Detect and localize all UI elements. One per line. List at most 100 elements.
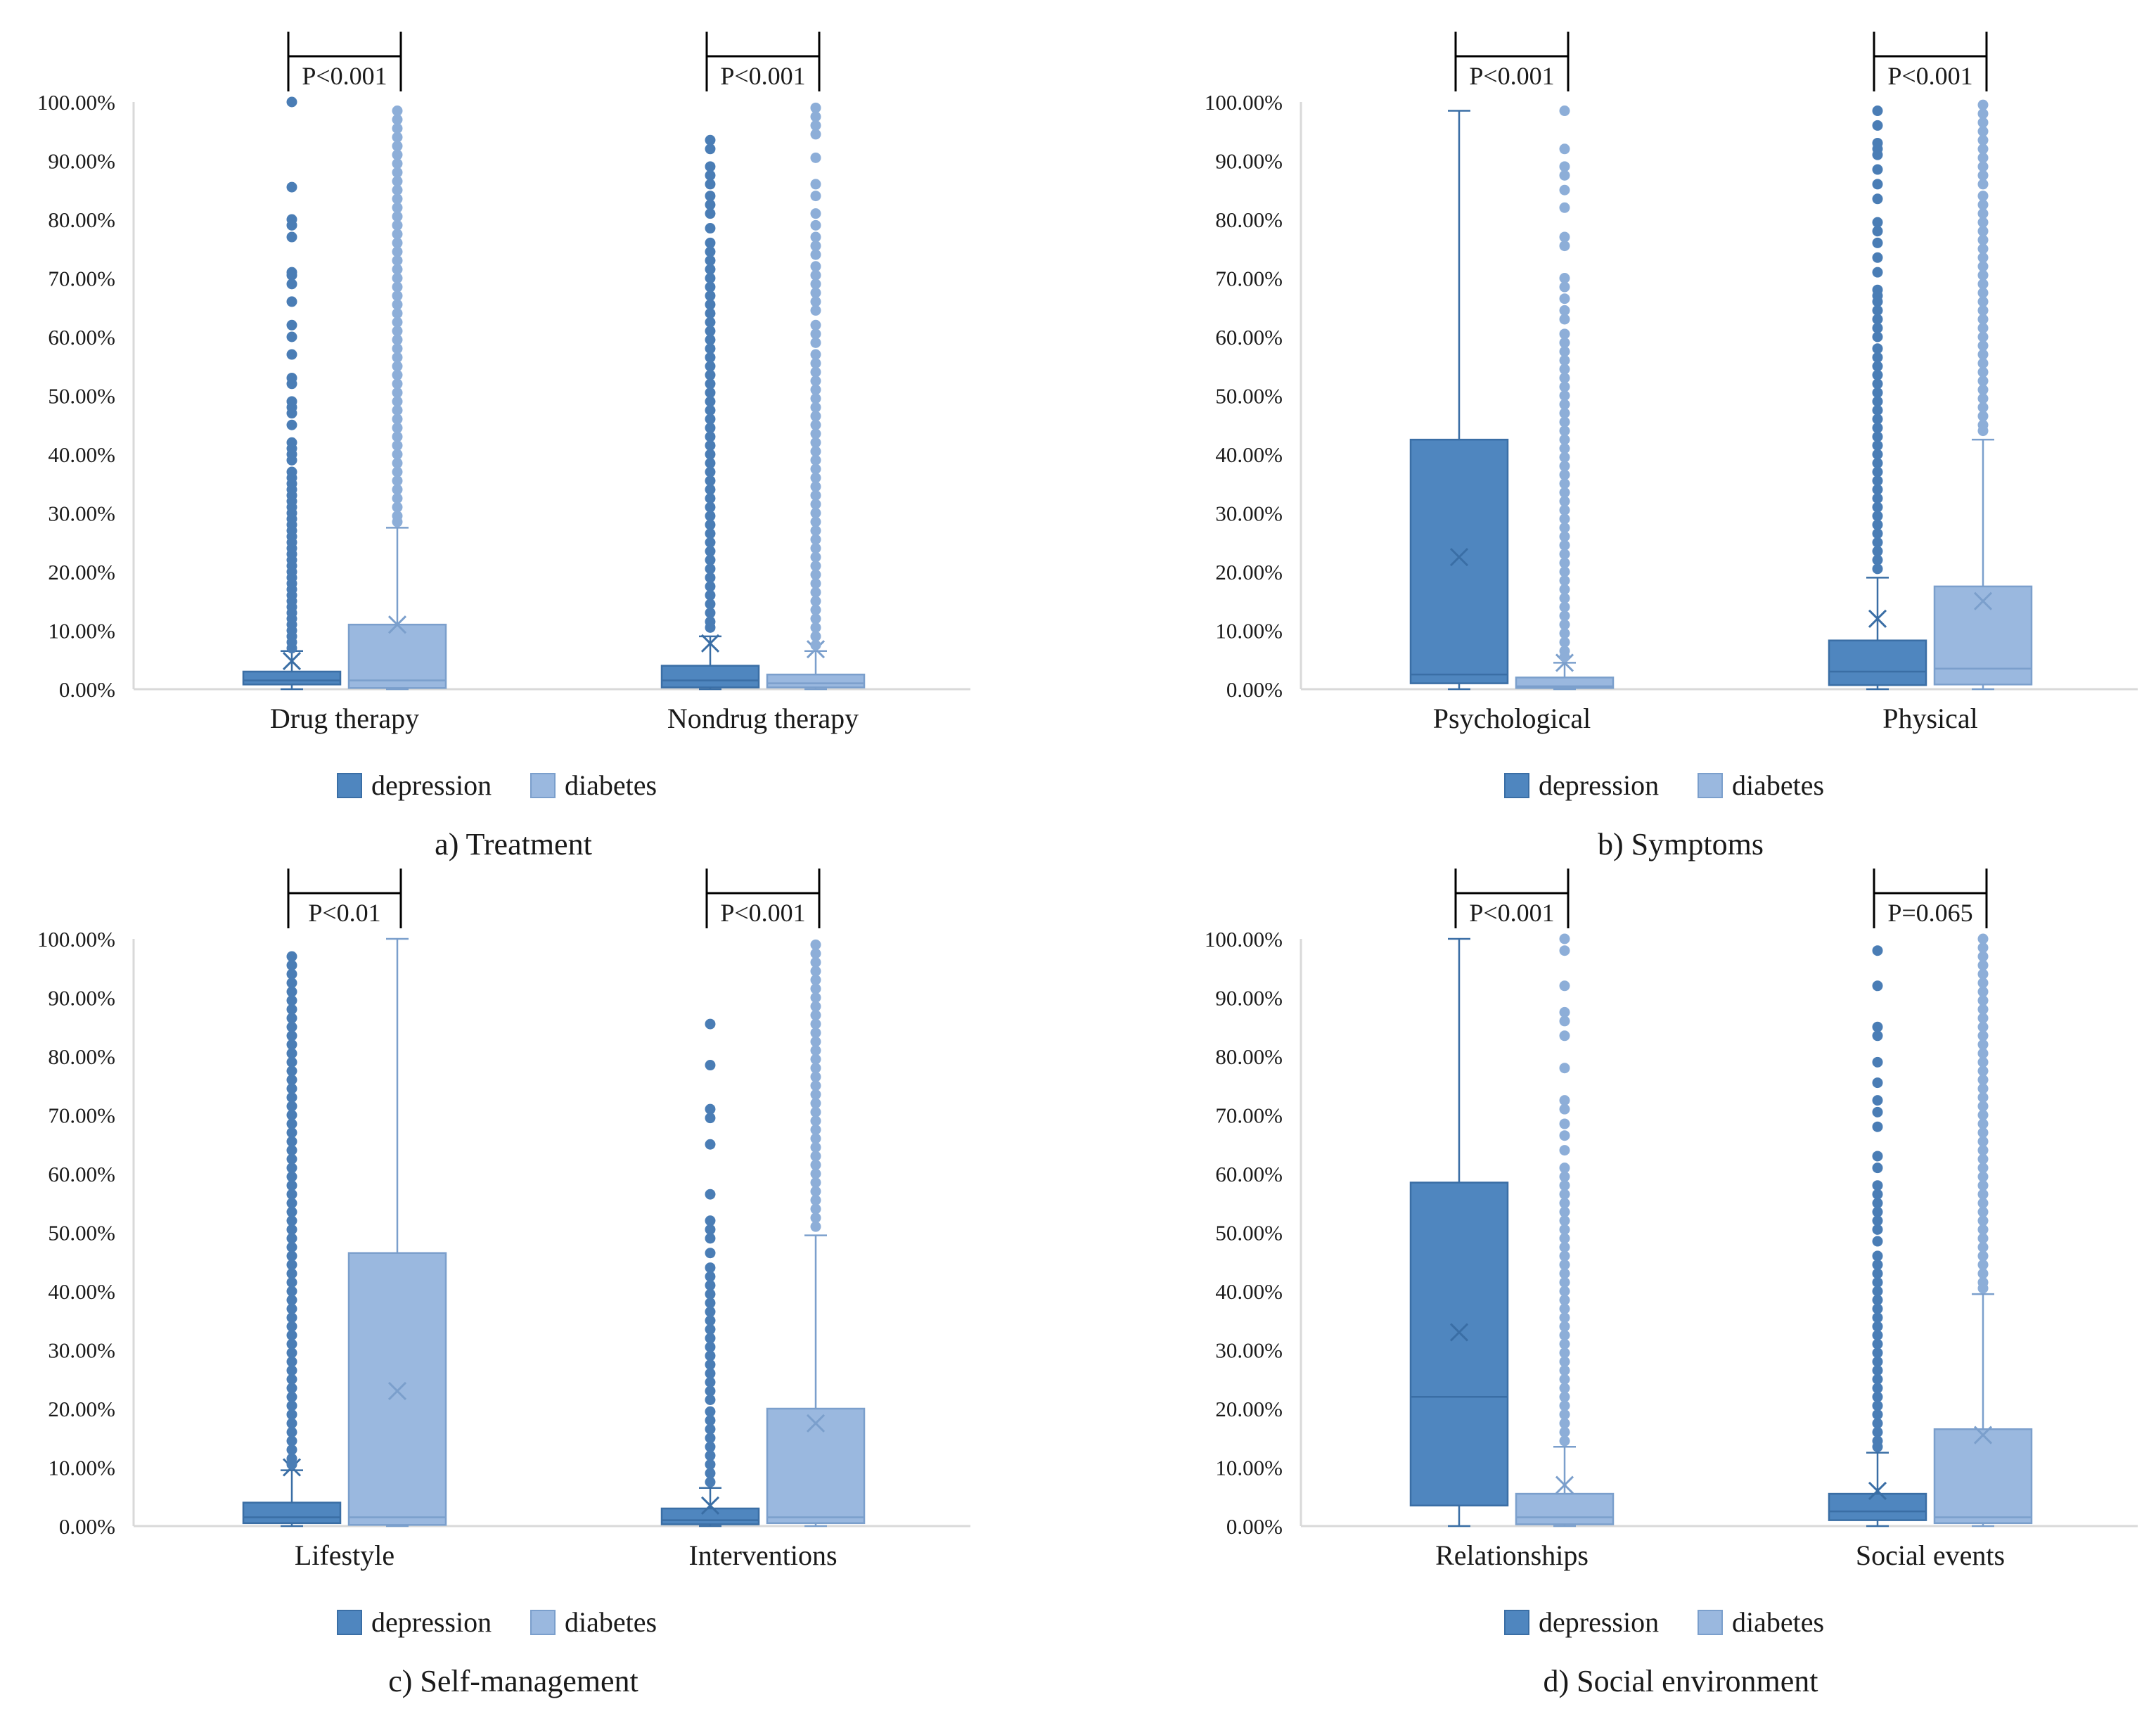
outlier-point: [1872, 1330, 1883, 1341]
outlier-point: [286, 1030, 297, 1042]
outlier-point: [1559, 1312, 1570, 1324]
outlier-point: [392, 369, 403, 380]
outlier-point: [1872, 1276, 1883, 1288]
significance-bracket: [1454, 869, 1570, 928]
significance-bracket: [705, 32, 821, 91]
outlier-point: [810, 376, 821, 387]
legend: depression diabetes: [337, 1606, 657, 1638]
outlier-point: [705, 1476, 716, 1487]
outlier-point: [810, 639, 821, 651]
outlier-point: [392, 264, 403, 275]
outlier-point: [1559, 1224, 1570, 1235]
box-diabetes: [766, 102, 866, 691]
outlier-point: [810, 384, 821, 395]
y-tick-label: 10.00%: [1215, 619, 1283, 643]
legend-swatch-depression: [1504, 773, 1529, 798]
outlier-point: [705, 484, 716, 495]
outlier-point: [1872, 458, 1883, 469]
outlier-point: [392, 484, 403, 495]
outlier-point: [1559, 231, 1570, 243]
outlier-point: [1872, 164, 1883, 175]
outlier-point: [810, 1018, 821, 1030]
outlier-point: [1559, 1418, 1570, 1429]
outlier-point: [1872, 343, 1883, 354]
outlier-point: [286, 643, 297, 654]
outlier-point: [810, 269, 821, 281]
outlier-point: [705, 1368, 716, 1379]
outlier-point: [286, 1180, 297, 1191]
outlier-point: [705, 1433, 716, 1444]
outlier-point: [810, 508, 821, 518]
outlier-point: [286, 1268, 297, 1279]
chart-panel-1: 0.00% 10.00% 20.00% 30.00% 40.00% 50.00% 60.00…: [37, 32, 970, 862]
outlier-point: [286, 278, 297, 290]
outlier-point: [705, 316, 716, 328]
outlier-point: [705, 1359, 716, 1370]
outlier-point: [286, 319, 297, 331]
iqr-box: [766, 673, 866, 688]
mean-marker: [700, 634, 720, 653]
legend-swatch-diabetes: [1698, 773, 1723, 798]
outlier-point: [1559, 610, 1570, 622]
outlier-point: [810, 569, 821, 580]
y-tick-label: 90.00%: [1215, 986, 1283, 1011]
outlier-point: [1977, 314, 1989, 325]
outlier-point: [1872, 1321, 1883, 1332]
outlier-point: [705, 511, 716, 522]
outlier-point: [1872, 511, 1883, 522]
outlier-point: [1872, 1224, 1883, 1235]
outlier-point: [392, 290, 403, 302]
outlier-point: [1977, 208, 1989, 219]
outlier-point: [1559, 1373, 1570, 1385]
mean-marker: [282, 651, 302, 670]
outlier-point: [286, 1171, 297, 1182]
outlier-point: [810, 1071, 821, 1082]
outlier-point: [705, 1415, 716, 1426]
outlier-point: [1559, 504, 1570, 515]
legend-label-diabetes: diabetes: [565, 1606, 657, 1638]
outlier-point: [1977, 199, 1989, 210]
outlier-point: [810, 596, 821, 607]
outlier-point: [705, 475, 716, 487]
outlier-point: [1559, 1016, 1570, 1027]
outlier-point: [392, 202, 403, 213]
outlier-point: [1559, 1063, 1570, 1074]
outlier-point: [1559, 522, 1570, 533]
outlier-point: [705, 431, 716, 442]
outlier-point: [705, 343, 716, 354]
chart-caption: d) Social environment: [1543, 1664, 1818, 1698]
outlier-point: [286, 419, 297, 430]
box-diabetes: [1933, 99, 2033, 691]
outlier-point: [705, 361, 716, 372]
iqr-box: [1409, 438, 1509, 684]
outlier-point: [1559, 346, 1570, 357]
outlier-point: [1872, 1373, 1883, 1385]
outlier-point: [1977, 393, 1989, 404]
outlier-point: [1977, 425, 1989, 437]
outlier-point: [392, 326, 403, 337]
outlier-point: [1559, 354, 1570, 366]
outlier-point: [1559, 651, 1570, 662]
outlier-point: [1977, 143, 1989, 155]
y-tick-label: 70.00%: [1215, 267, 1283, 291]
outlier-point: [810, 1203, 821, 1215]
outlier-point: [810, 1177, 821, 1189]
outlier-point: [1872, 431, 1883, 442]
y-tick-label: 50.00%: [1215, 384, 1283, 409]
y-tick-label: 0.00%: [1226, 1514, 1283, 1539]
outlier-point: [1977, 1065, 1989, 1077]
outlier-point: [286, 1118, 297, 1129]
outlier-point: [1559, 1103, 1570, 1115]
outlier-point: [1872, 1095, 1883, 1106]
outlier-point: [1977, 1110, 1989, 1120]
y-tick-label: 70.00%: [48, 267, 115, 291]
outlier-point: [1977, 1091, 1989, 1103]
outlier-point: [1559, 1162, 1570, 1174]
outlier-point: [705, 1341, 716, 1352]
outlier-point: [1559, 169, 1570, 181]
significance-bracket: [1454, 32, 1570, 91]
outlier-point: [1872, 1356, 1883, 1367]
legend-label-depression: depression: [1539, 1606, 1659, 1638]
outlier-point: [1559, 434, 1570, 445]
outlier-point: [392, 167, 403, 178]
